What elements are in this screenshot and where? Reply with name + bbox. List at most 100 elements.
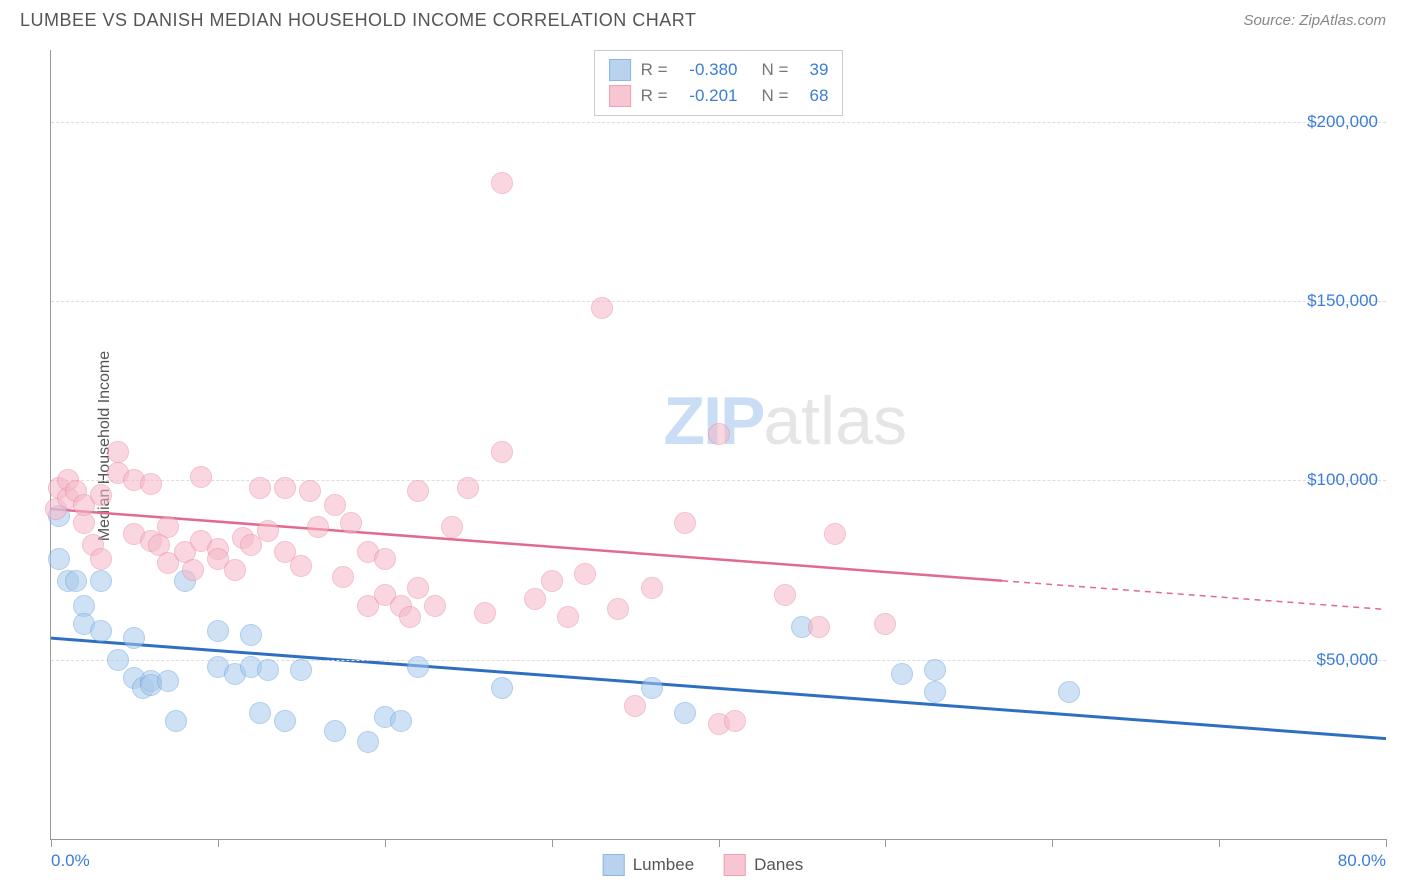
data-point <box>340 512 362 534</box>
data-point <box>290 555 312 577</box>
legend-item: Danes <box>724 854 803 876</box>
stat-r-label: R = <box>641 86 668 106</box>
data-point <box>441 516 463 538</box>
data-point <box>107 441 129 463</box>
data-point <box>491 441 513 463</box>
stat-r-value: -0.380 <box>678 60 738 80</box>
data-point <box>424 595 446 617</box>
data-point <box>390 710 412 732</box>
data-point <box>224 559 246 581</box>
data-point <box>249 477 271 499</box>
stat-n-label: N = <box>762 86 789 106</box>
y-tick-label: $100,000 <box>1307 470 1378 490</box>
data-point <box>524 588 546 610</box>
data-point <box>491 677 513 699</box>
data-point <box>924 681 946 703</box>
data-point <box>240 624 262 646</box>
legend-label: Lumbee <box>633 855 694 875</box>
data-point <box>157 516 179 538</box>
data-point <box>357 731 379 753</box>
data-point <box>641 577 663 599</box>
data-point <box>190 466 212 488</box>
data-point <box>90 620 112 642</box>
data-point <box>274 477 296 499</box>
data-point <box>407 480 429 502</box>
y-tick-label: $200,000 <box>1307 112 1378 132</box>
y-tick-label: $50,000 <box>1317 650 1378 670</box>
y-tick-label: $150,000 <box>1307 291 1378 311</box>
data-point <box>607 598 629 620</box>
legend-stat-row: R = -0.380 N = 39 <box>609 57 829 83</box>
data-point <box>491 172 513 194</box>
data-point <box>674 512 696 534</box>
data-point <box>332 566 354 588</box>
chart-title: LUMBEE VS DANISH MEDIAN HOUSEHOLD INCOME… <box>20 10 696 31</box>
data-point <box>624 695 646 717</box>
data-point <box>808 616 830 638</box>
x-tick <box>719 839 720 847</box>
data-point <box>874 613 896 635</box>
data-point <box>407 656 429 678</box>
gridline <box>51 301 1386 302</box>
data-point <box>574 563 596 585</box>
data-point <box>774 584 796 606</box>
x-tick <box>885 839 886 847</box>
legend-swatch <box>603 854 625 876</box>
data-point <box>324 494 346 516</box>
data-point <box>557 606 579 628</box>
x-tick <box>552 839 553 847</box>
watermark-atlas: atlas <box>763 383 907 459</box>
x-tick <box>218 839 219 847</box>
legend-item: Lumbee <box>603 854 694 876</box>
data-point <box>708 423 730 445</box>
legend-swatch <box>724 854 746 876</box>
data-point <box>257 520 279 542</box>
x-tick <box>1219 839 1220 847</box>
data-point <box>157 670 179 692</box>
x-tick <box>385 839 386 847</box>
legend-swatch <box>609 85 631 107</box>
data-point <box>207 620 229 642</box>
data-point <box>307 516 329 538</box>
data-point <box>891 663 913 685</box>
x-tick <box>1386 839 1387 847</box>
data-point <box>107 649 129 671</box>
data-point <box>1058 681 1080 703</box>
series-legend: Lumbee Danes <box>603 854 804 876</box>
data-point <box>474 602 496 624</box>
legend-label: Danes <box>754 855 803 875</box>
chart-header: LUMBEE VS DANISH MEDIAN HOUSEHOLD INCOME… <box>0 0 1406 39</box>
data-point <box>123 627 145 649</box>
chart-source: Source: ZipAtlas.com <box>1243 12 1386 29</box>
trend-line-extrapolated <box>1002 581 1386 610</box>
data-point <box>641 677 663 699</box>
stat-n-label: N = <box>762 60 789 80</box>
correlation-legend: R = -0.380N = 39R = -0.201N = 68 <box>594 50 844 116</box>
data-point <box>824 523 846 545</box>
stat-r-value: -0.201 <box>678 86 738 106</box>
x-tick <box>1052 839 1053 847</box>
x-max-label: 80.0% <box>1338 851 1386 871</box>
watermark-zip: ZIP <box>664 383 764 459</box>
stat-n-value: 39 <box>798 60 828 80</box>
data-point <box>90 548 112 570</box>
x-tick <box>51 839 52 847</box>
data-point <box>457 477 479 499</box>
data-point <box>249 702 271 724</box>
x-min-label: 0.0% <box>51 851 90 871</box>
data-point <box>374 548 396 570</box>
data-point <box>140 473 162 495</box>
data-point <box>591 297 613 319</box>
stat-r-label: R = <box>641 60 668 80</box>
data-point <box>182 559 204 581</box>
legend-swatch <box>609 59 631 81</box>
data-point <box>90 570 112 592</box>
watermark: ZIPatlas <box>664 382 907 460</box>
data-point <box>407 577 429 599</box>
data-point <box>48 548 70 570</box>
data-point <box>257 659 279 681</box>
data-point <box>399 606 421 628</box>
data-point <box>165 710 187 732</box>
gridline <box>51 122 1386 123</box>
scatter-chart: ZIPatlas R = -0.380N = 39R = -0.201N = 6… <box>50 50 1386 840</box>
